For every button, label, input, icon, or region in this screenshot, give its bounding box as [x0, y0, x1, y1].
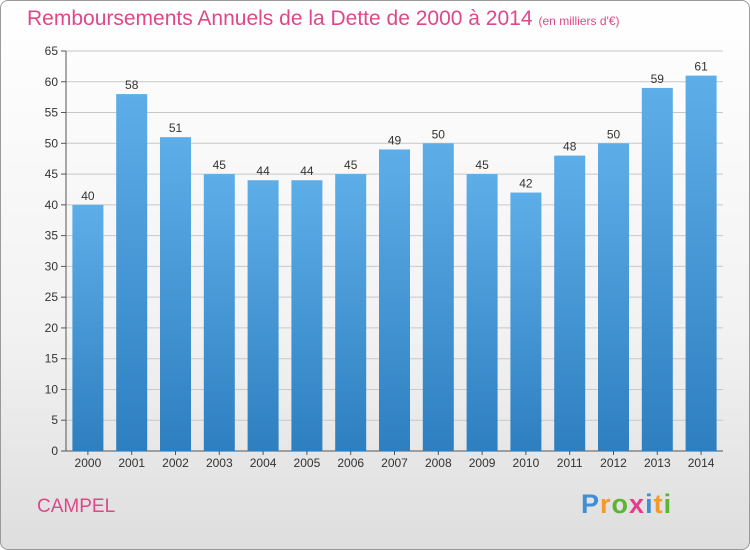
logo-letter: t: [653, 489, 664, 519]
bar: [379, 149, 410, 451]
x-tick-label: 2006: [337, 456, 364, 470]
logo-letter: i: [645, 489, 654, 519]
x-tick-label: 2003: [206, 456, 233, 470]
bar: [422, 143, 454, 452]
y-tick-label: 0: [51, 444, 58, 458]
bar: [72, 204, 104, 451]
y-tick-label: 35: [45, 229, 59, 243]
data-label: 45: [475, 158, 489, 172]
logo-letter: P: [581, 489, 601, 519]
data-label: 45: [213, 158, 227, 172]
data-label: 61: [694, 60, 708, 74]
chart-subtitle: (en milliers d'€): [538, 14, 620, 28]
data-label: 42: [519, 177, 533, 191]
bar: [203, 174, 235, 452]
data-label: 48: [563, 140, 577, 154]
bar: [160, 137, 191, 451]
y-tick-label: 55: [45, 106, 59, 120]
data-label: 59: [651, 72, 665, 86]
data-label: 44: [300, 164, 314, 178]
x-tick-label: 2009: [469, 456, 496, 470]
data-label: 50: [432, 127, 446, 141]
bars: [72, 75, 717, 452]
bar: [641, 87, 673, 451]
x-tick-label: 2011: [557, 456, 583, 470]
bar: [291, 180, 323, 451]
y-tick-label: 20: [45, 321, 59, 335]
y-tick-label: 10: [45, 382, 59, 396]
proxiti-logo[interactable]: Proxiti: [581, 489, 672, 520]
bar: [554, 155, 586, 451]
y-tick-label: 65: [45, 44, 59, 58]
title-text: Remboursements Annuels de la Dette de 20…: [27, 7, 533, 30]
x-tick-label: 2005: [294, 456, 321, 470]
y-tick-label: 50: [45, 136, 59, 150]
y-tick-label: 25: [45, 290, 59, 304]
chart-title: Remboursements Annuels de la Dette de 20…: [27, 7, 620, 31]
y-tick-label: 45: [45, 167, 59, 181]
y-tick-label: 5: [51, 413, 58, 427]
bar: [335, 174, 367, 452]
commune-name: CAMPEL: [37, 496, 116, 517]
y-tick-label: 15: [45, 352, 59, 366]
x-tick-label: 2013: [644, 456, 671, 470]
data-label: 45: [344, 158, 358, 172]
bar: [685, 75, 717, 451]
bar: [598, 143, 629, 452]
bar: [510, 192, 542, 452]
x-tick-label: 2010: [513, 456, 540, 470]
data-label: 51: [169, 121, 183, 135]
x-tick-label: 2012: [600, 456, 627, 470]
logo-letter: x: [629, 489, 646, 519]
y-tick-label: 60: [45, 75, 59, 89]
y-tick-label: 30: [45, 259, 59, 273]
data-label: 58: [125, 78, 139, 92]
data-label: 50: [607, 127, 621, 141]
bar: [116, 94, 148, 452]
bar: [466, 174, 498, 452]
data-label: 44: [256, 164, 270, 178]
data-labels: 40 58 51 45 44 44 45 49 50 45 42 48 50 59 61: [81, 60, 708, 203]
y-tick-label: 40: [45, 198, 59, 212]
logo-letter: r: [600, 489, 612, 519]
x-tick-label: 2014: [688, 456, 715, 470]
logo-letter: o: [611, 489, 630, 519]
data-label: 40: [81, 189, 95, 203]
x-tick-label: 2002: [162, 456, 189, 470]
x-tick-label: 2000: [75, 456, 102, 470]
x-tick-label: 2004: [250, 456, 277, 470]
data-label: 49: [388, 133, 402, 147]
tick-labels: 0 5 10 15 20 25 30 35 40 45 50 55 60 65 2000 2001 2002 20…: [45, 44, 715, 470]
x-tick-label: 2001: [118, 456, 145, 470]
bar: [247, 180, 279, 451]
x-tick-label: 2007: [381, 456, 408, 470]
logo-letter: i: [663, 489, 673, 519]
x-tick-label: 2008: [425, 456, 452, 470]
